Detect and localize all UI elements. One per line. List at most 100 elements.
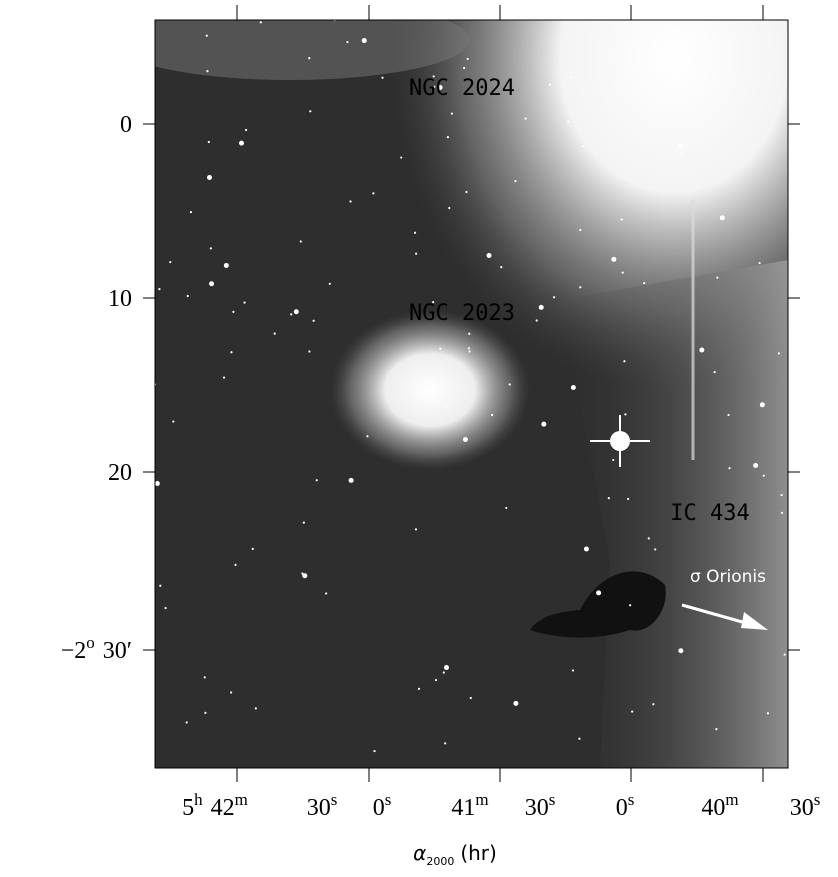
x-tick-label: 30s [790,790,821,821]
star [172,420,174,422]
star [699,348,704,353]
star [158,288,160,290]
star [234,564,236,566]
star [539,305,544,310]
star [372,192,374,194]
star [444,665,449,670]
star [435,679,437,681]
star [400,156,402,158]
star [624,413,626,415]
annotation: IC 434 [670,501,749,526]
star [349,478,354,483]
label-part: s [628,790,635,809]
star [415,253,417,255]
star [294,309,299,314]
star [274,332,276,334]
label-part: s [385,790,392,809]
star [439,348,441,350]
star [500,266,502,268]
sky-image [110,0,788,768]
star [487,253,492,258]
annotation: σ Orionis [690,567,766,587]
x-axis-label: α2000 (hr) [413,841,497,868]
star [210,247,212,249]
star [549,83,551,85]
y-tick-label: 20 [108,460,132,486]
star [608,497,610,499]
star [679,152,681,154]
star [570,76,572,78]
star [443,671,445,673]
star [716,277,718,279]
star [206,70,208,72]
star [445,405,447,407]
star [584,546,589,551]
x-tick-label: 0s [616,790,635,821]
star [206,35,208,37]
label-part: m [725,790,738,809]
star [260,21,262,23]
star [313,320,315,322]
x-tick-label: 0s [373,790,392,821]
annotation: NGC 2024 [409,76,515,101]
star [727,414,729,416]
star [615,96,617,98]
label-part: (hr) [460,841,497,865]
star [309,110,311,112]
star [753,463,758,468]
star [767,712,769,714]
star [209,281,214,286]
star [648,537,650,539]
label-part: α [413,841,426,865]
star [536,319,538,321]
star [678,648,683,653]
star [362,38,367,43]
label-part: 0 [616,795,628,821]
star [230,351,232,353]
star [724,97,726,99]
label-part: 30 [790,795,814,821]
label-part: 20 [108,460,132,486]
star [159,585,161,587]
star [346,41,348,43]
x-tick-label: 40m [701,790,738,821]
star [582,145,584,147]
star [252,548,254,550]
y-tick-label: 0 [120,112,132,138]
star [232,311,234,313]
star [541,422,546,427]
star [468,333,470,335]
label-part: o [86,633,95,652]
star [230,691,232,693]
x-tick-label: 30s [307,790,338,821]
star [349,200,351,202]
star [155,481,160,486]
label-part: s [549,790,556,809]
label-part: 0 [373,795,385,821]
star [186,721,188,723]
star [654,548,656,550]
figure: NGC 2024 NGC 2023 IC 434 σ Orionis 01020… [0,0,838,873]
x-tick-label: 30s [525,790,556,821]
star [784,653,786,655]
label-part: 2000 [426,855,454,868]
star [308,57,310,59]
star [621,218,623,220]
star [451,112,453,114]
star [509,383,511,385]
label-part: s [331,790,338,809]
star [572,669,574,671]
star [417,391,419,393]
star [652,703,654,705]
star [444,742,446,744]
star [463,67,465,69]
star [243,301,245,303]
star [414,232,416,234]
star [633,69,635,71]
star [381,77,383,79]
star [578,738,580,740]
star [415,528,417,530]
star [759,262,761,264]
label-part: 30 [525,795,549,821]
star [781,494,783,496]
